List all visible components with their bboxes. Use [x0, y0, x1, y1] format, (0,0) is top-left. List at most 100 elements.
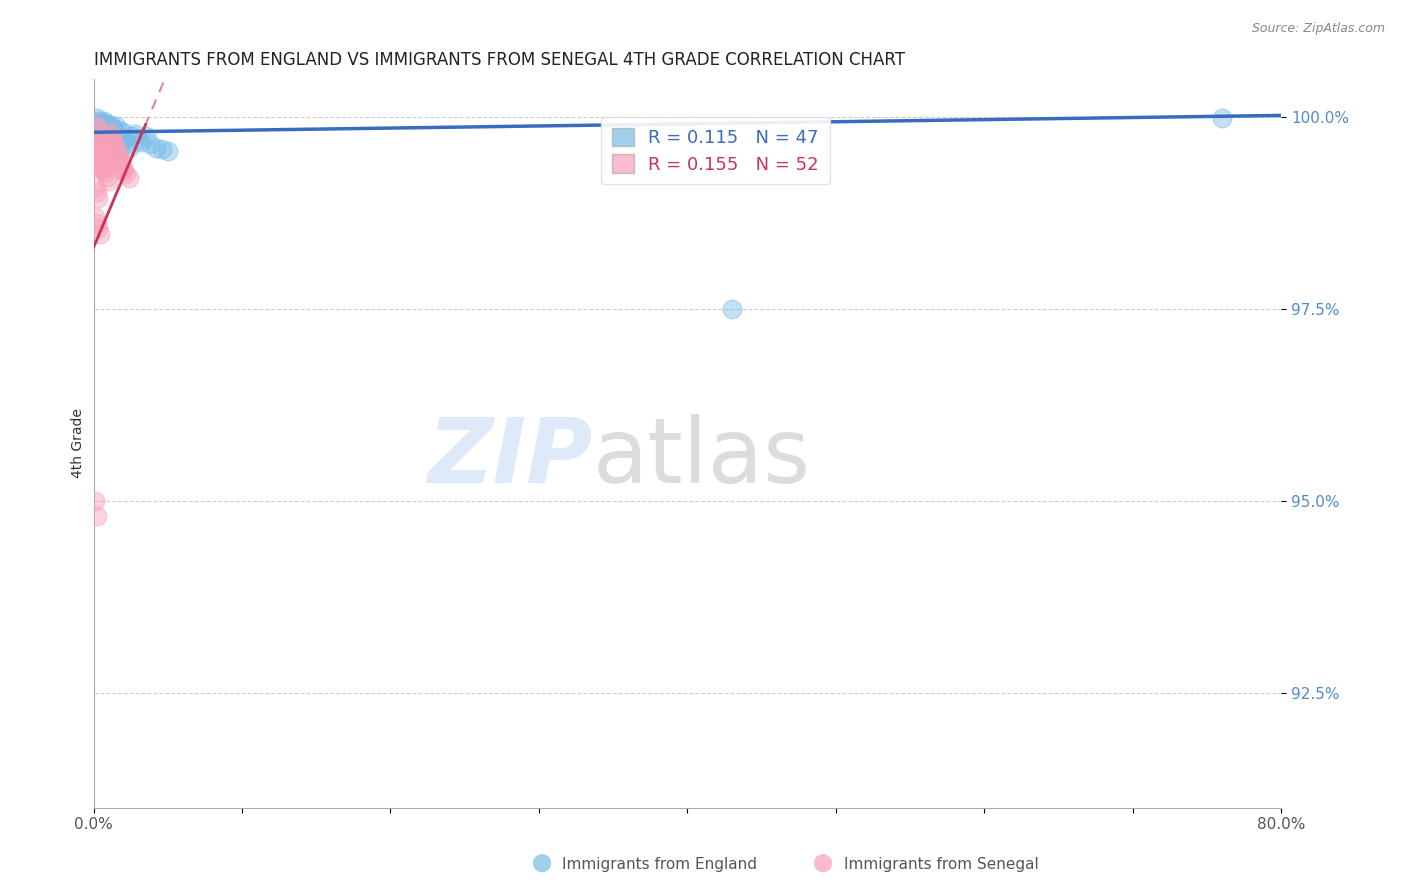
Point	[86, 119, 108, 133]
Point	[84, 210, 107, 224]
Point	[87, 127, 110, 141]
Text: Immigrants from England: Immigrants from England	[562, 857, 758, 872]
Point	[1211, 112, 1233, 126]
Point	[112, 125, 135, 139]
Point	[89, 227, 111, 241]
Point	[84, 116, 107, 130]
Point	[103, 136, 125, 151]
Point	[86, 154, 108, 169]
Point	[100, 125, 122, 139]
Point	[127, 133, 149, 147]
Point	[86, 112, 108, 126]
Point	[86, 216, 108, 230]
Point	[105, 133, 128, 147]
Point	[93, 142, 115, 156]
Point	[108, 136, 131, 151]
Point	[84, 148, 107, 162]
Point	[86, 145, 108, 159]
Text: ZIP: ZIP	[427, 414, 592, 501]
Legend: R = 0.115   N = 47, R = 0.155   N = 52: R = 0.115 N = 47, R = 0.155 N = 52	[602, 117, 830, 185]
Point	[118, 171, 141, 186]
Point	[108, 150, 131, 164]
Point	[87, 190, 110, 204]
Point	[105, 152, 128, 166]
Point	[94, 116, 117, 130]
Point	[110, 154, 132, 169]
Point	[86, 136, 108, 151]
Point	[93, 113, 115, 128]
Point	[105, 145, 128, 159]
Point	[86, 185, 108, 199]
Point	[96, 125, 118, 139]
Text: ⬤: ⬤	[813, 854, 832, 872]
Point	[84, 179, 107, 194]
Point	[87, 221, 110, 235]
Point	[84, 118, 107, 132]
Point	[104, 119, 127, 133]
Point	[90, 127, 112, 141]
Point	[97, 120, 120, 134]
Point	[89, 124, 111, 138]
Point	[96, 150, 118, 164]
Point	[100, 118, 122, 132]
Point	[150, 142, 173, 156]
Point	[98, 122, 121, 136]
Y-axis label: 4th Grade: 4th Grade	[72, 409, 86, 478]
Point	[110, 141, 132, 155]
Point	[156, 145, 179, 159]
Text: Immigrants from Senegal: Immigrants from Senegal	[844, 857, 1039, 872]
Point	[97, 174, 120, 188]
Point	[721, 301, 744, 316]
Point	[129, 135, 152, 149]
Point	[86, 509, 108, 524]
Point	[139, 136, 162, 151]
Point	[112, 162, 135, 177]
Point	[87, 150, 110, 164]
Point	[86, 121, 108, 136]
Point	[89, 156, 111, 170]
Point	[91, 139, 114, 153]
Point	[98, 121, 121, 136]
Point	[101, 133, 124, 147]
Point	[91, 118, 114, 132]
Point	[90, 161, 112, 175]
Point	[104, 127, 127, 141]
Point	[110, 124, 132, 138]
Point	[89, 146, 111, 161]
Point	[84, 133, 107, 147]
Point	[101, 120, 124, 135]
Point	[90, 152, 112, 166]
Point	[103, 131, 125, 145]
Point	[89, 116, 111, 130]
Point	[118, 141, 141, 155]
Point	[112, 163, 135, 178]
Point	[87, 121, 110, 136]
Point	[94, 146, 117, 161]
Point	[145, 141, 167, 155]
Point	[98, 125, 121, 139]
Point	[115, 136, 138, 151]
Point	[121, 129, 143, 144]
Point	[84, 139, 107, 153]
Point	[97, 128, 120, 143]
Point	[96, 169, 118, 184]
Point	[104, 141, 127, 155]
Point	[93, 120, 115, 134]
Point	[91, 156, 114, 170]
Point	[115, 167, 138, 181]
Text: Source: ZipAtlas.com: Source: ZipAtlas.com	[1251, 22, 1385, 36]
Text: atlas: atlas	[592, 414, 810, 501]
Point	[90, 118, 112, 132]
Point	[101, 121, 124, 136]
Point	[135, 129, 157, 144]
Point	[89, 131, 111, 145]
Text: ⬤: ⬤	[531, 854, 551, 872]
Point	[112, 133, 135, 147]
Point	[124, 127, 146, 141]
Text: IMMIGRANTS FROM ENGLAND VS IMMIGRANTS FROM SENEGAL 4TH GRADE CORRELATION CHART: IMMIGRANTS FROM ENGLAND VS IMMIGRANTS FR…	[94, 51, 904, 69]
Point	[84, 493, 107, 508]
Point	[91, 119, 114, 133]
Point	[96, 118, 118, 132]
Point	[87, 160, 110, 174]
Point	[111, 159, 134, 173]
